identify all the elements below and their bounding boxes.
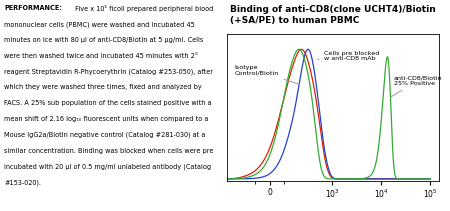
Text: incubated with 20 μl of 0.5 mg/ml unlabeled antibody (Catalog: incubated with 20 μl of 0.5 mg/ml unlabe… [4, 164, 211, 170]
Text: Cells pre blocked
w anti-CD8 mAb: Cells pre blocked w anti-CD8 mAb [317, 51, 380, 61]
Text: were then washed twice and incubated 45 minutes with 2°: were then washed twice and incubated 45 … [4, 53, 198, 59]
Text: #153-020).: #153-020). [4, 179, 41, 186]
Text: which they were washed three times, fixed and analyzed by: which they were washed three times, fixe… [4, 84, 202, 90]
Text: mononuclear cells (PBMC) were washed and incubated 45: mononuclear cells (PBMC) were washed and… [4, 21, 195, 28]
Text: Isotype
Control/Biotin: Isotype Control/Biotin [235, 65, 300, 85]
Text: FACS. A 25% sub population of the cells stained positive with a: FACS. A 25% sub population of the cells … [4, 100, 212, 106]
Text: Five x 10⁵ ficoll prepared peripheral blood: Five x 10⁵ ficoll prepared peripheral bl… [72, 5, 213, 12]
Text: PERFORMANCE:: PERFORMANCE: [4, 5, 63, 11]
Text: minutes on ice with 80 μl of anti-CD8/Biotin at 5 μg/ml. Cells: minutes on ice with 80 μl of anti-CD8/Bi… [4, 37, 204, 43]
Text: Mouse IgG2a/Biotin negative control (Catalog #281-030) at a: Mouse IgG2a/Biotin negative control (Cat… [4, 132, 206, 138]
Text: reagent Streptavidin R-Phycoerythrin (Catalog #253-050), after: reagent Streptavidin R-Phycoerythrin (Ca… [4, 69, 213, 75]
Text: Binding of anti-CD8(clone UCHT4)/Biotin
(+SA/PE) to human PBMC: Binding of anti-CD8(clone UCHT4)/Biotin … [230, 5, 436, 25]
Text: similar concentration. Binding was blocked when cells were pre: similar concentration. Binding was block… [4, 148, 214, 154]
Text: mean shift of 2.16 log₁₀ fluorescent units when compared to a: mean shift of 2.16 log₁₀ fluorescent uni… [4, 116, 209, 122]
Text: anti-CD8/Biotin
25% Positive: anti-CD8/Biotin 25% Positive [391, 75, 442, 97]
